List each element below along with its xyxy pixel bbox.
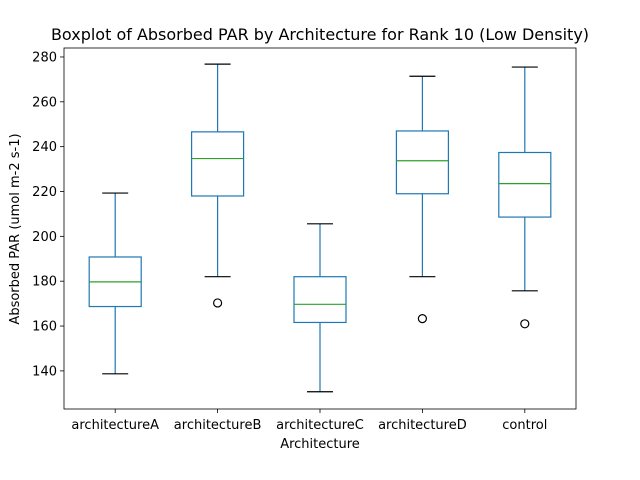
outlier-architectureB — [213, 298, 223, 308]
y-axis-label: Absorbed PAR (umol m-2 s-1) — [8, 133, 23, 324]
y-tick-label: 240 — [32, 140, 57, 155]
x-tick-label-architectureA: architectureA — [71, 418, 159, 433]
outlier-control — [520, 319, 530, 329]
chart-title: Boxplot of Absorbed PAR by Architecture … — [51, 25, 589, 44]
x-tick-label-architectureB: architectureB — [174, 418, 262, 433]
y-tick-label: 220 — [32, 185, 57, 200]
x-tick-label-architectureC: architectureC — [276, 418, 364, 433]
plot-frame — [63, 47, 577, 410]
y-tick-label: 180 — [32, 275, 57, 290]
y-tick-label: 260 — [32, 95, 57, 110]
box-architectureB — [191, 131, 245, 197]
y-tick-label: 280 — [32, 50, 57, 65]
plot-area: 140 160 180 200 220 240 260 280 architectureA arc… — [32, 47, 577, 433]
box-architectureD — [395, 130, 449, 195]
outlier-architectureD — [417, 314, 427, 324]
x-tick-label-architectureD: architectureD — [378, 418, 467, 433]
x-axis-label: Architecture — [280, 437, 360, 452]
box-architectureC — [293, 276, 347, 324]
y-tick-label: 140 — [32, 364, 57, 379]
y-tick-label: 200 — [32, 230, 57, 245]
box-control — [498, 151, 552, 218]
y-tick-label: 160 — [32, 320, 57, 335]
x-tick-label-control: control — [502, 418, 547, 433]
